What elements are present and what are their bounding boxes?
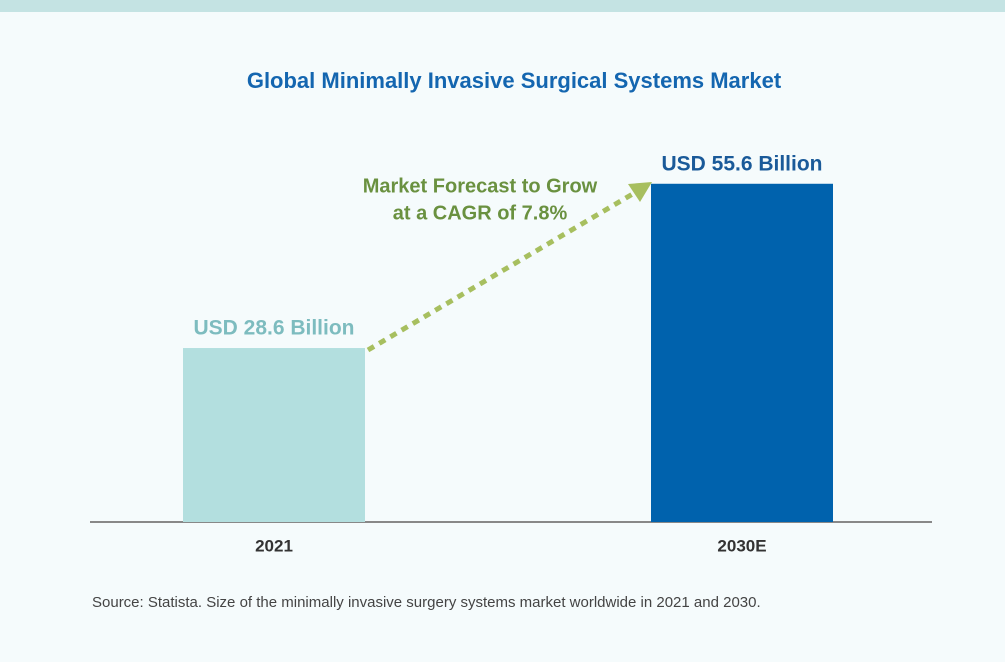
top-strip	[0, 0, 1005, 12]
chart-title: Global Minimally Invasive Surgical Syste…	[247, 68, 782, 93]
bar	[651, 183, 833, 522]
source-note: Source: Statista. Size of the minimally …	[92, 594, 761, 611]
value-label: USD 28.6 Billion	[193, 317, 354, 340]
value-label: USD 55.6 Billion	[661, 152, 822, 175]
annotation: at a CAGR of 7.8%	[393, 202, 568, 224]
x-tick-label: 2030E	[717, 536, 766, 555]
annotation: Market Forecast to Grow	[363, 175, 598, 197]
arrow-head	[628, 182, 652, 202]
x-tick-label: 2021	[255, 536, 293, 555]
bar	[183, 348, 365, 522]
